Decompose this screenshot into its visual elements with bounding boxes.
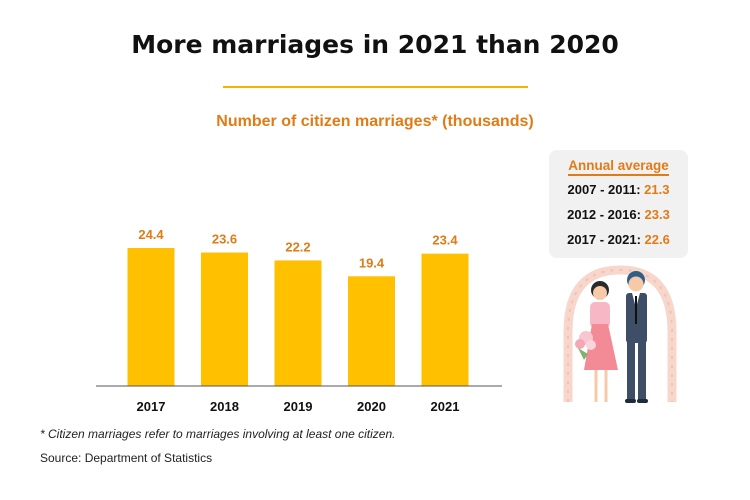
value-label-2017: 24.4 — [138, 227, 164, 242]
bar-group — [127, 248, 469, 386]
x-tick-label-2021: 2021 — [431, 399, 460, 414]
source-note: Source: Department of Statistics — [40, 451, 213, 465]
annual-average-row: 2012 - 2016: 23.3 — [567, 207, 670, 222]
footnote: * Citizen marriages refer to marriages i… — [40, 427, 396, 441]
annual-average-title: Annual average — [549, 157, 688, 176]
bar-2017 — [127, 248, 175, 386]
bar-2021 — [421, 253, 469, 386]
value-label-2020: 19.4 — [359, 255, 385, 270]
chart-title: More marriages in 2021 than 2020 — [131, 30, 619, 59]
value-label-2018: 23.6 — [212, 232, 237, 247]
x-tick-label-2017: 2017 — [137, 399, 166, 414]
annual-average-row: 2007 - 2011: 21.3 — [567, 182, 670, 197]
bar-2019 — [274, 260, 322, 386]
bar-2020 — [348, 276, 395, 386]
annual-average-panel: Annual average 2007 - 2011: 21.3 2012 - … — [549, 150, 688, 258]
bar-2018 — [201, 252, 248, 386]
bride-top-icon — [590, 302, 610, 328]
x-tick-label-2020: 2020 — [357, 399, 386, 414]
x-tick-label-2019: 2019 — [284, 399, 313, 414]
x-tick-label-2018: 2018 — [210, 399, 239, 414]
chart-subtitle: Number of citizen marriages* (thousands) — [216, 113, 534, 130]
x-tick-label-group: 2017 2018 2019 2020 2021 — [137, 399, 460, 414]
title-divider — [223, 86, 528, 88]
wedding-couple-illustration — [563, 265, 677, 403]
value-label-group: 24.4 23.6 22.2 19.4 23.4 — [138, 227, 458, 270]
annual-average-row: 2017 - 2021: 22.6 — [567, 232, 670, 247]
value-label-2021: 23.4 — [432, 233, 458, 248]
value-label-2019: 22.2 — [285, 239, 310, 254]
